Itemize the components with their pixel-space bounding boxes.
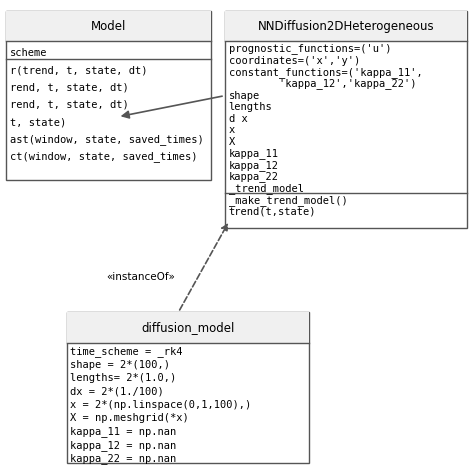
Text: scheme: scheme [10,48,47,58]
Text: prognostic_functions=('u'): prognostic_functions=('u') [228,44,391,55]
Text: NNDiffusion2DHeterogeneous: NNDiffusion2DHeterogeneous [257,19,434,33]
Text: X: X [228,137,235,147]
Text: t, state): t, state) [10,117,66,127]
Text: constant_functions=('kappa_11',: constant_functions=('kappa_11', [228,67,422,78]
Text: time_scheme = _rk4: time_scheme = _rk4 [70,346,183,357]
Text: shape: shape [228,91,260,100]
Text: r(trend, t, state, dt): r(trend, t, state, dt) [10,65,147,75]
Text: «instanceOf»: «instanceOf» [107,272,175,282]
Text: shape = 2*(100,): shape = 2*(100,) [70,360,170,370]
Text: kappa_11 = np.nan: kappa_11 = np.nan [70,426,176,437]
Text: d x: d x [228,114,247,124]
FancyBboxPatch shape [225,11,467,228]
Text: kappa_22 = np.nan: kappa_22 = np.nan [70,453,176,464]
FancyBboxPatch shape [6,11,211,41]
Text: X = np.meshgrid(*x): X = np.meshgrid(*x) [70,413,189,423]
FancyBboxPatch shape [66,312,309,343]
Text: Model: Model [91,19,126,33]
Text: rend, t, state, dt): rend, t, state, dt) [10,100,128,110]
Text: kappa_12 = np.nan: kappa_12 = np.nan [70,440,176,451]
Text: 'kappa_12','kappa_22'): 'kappa_12','kappa_22') [228,79,416,90]
Text: trend(t,state): trend(t,state) [228,207,316,217]
Text: x: x [228,126,235,136]
Text: rend, t, state, dt): rend, t, state, dt) [10,82,128,92]
Text: lengths= 2*(1.0,): lengths= 2*(1.0,) [70,374,176,383]
Text: kappa_11: kappa_11 [228,148,279,159]
FancyBboxPatch shape [6,11,211,181]
Text: coordinates=('x','y'): coordinates=('x','y') [228,55,360,65]
Text: _make_trend_model(): _make_trend_model() [228,195,347,206]
Text: ast(window, state, saved_times): ast(window, state, saved_times) [10,134,203,145]
Text: x = 2*(np.linspace(0,1,100),): x = 2*(np.linspace(0,1,100),) [70,400,252,410]
FancyBboxPatch shape [225,11,467,41]
Text: kappa_12: kappa_12 [228,160,279,171]
FancyBboxPatch shape [66,312,309,463]
Text: diffusion_model: diffusion_model [141,321,234,334]
Text: lengths: lengths [228,102,273,112]
Text: _trend_model: _trend_model [228,183,303,194]
Text: dx = 2*(1./100): dx = 2*(1./100) [70,387,164,397]
Text: ct(window, state, saved_times): ct(window, state, saved_times) [10,152,197,163]
Text: kappa_22: kappa_22 [228,172,279,182]
